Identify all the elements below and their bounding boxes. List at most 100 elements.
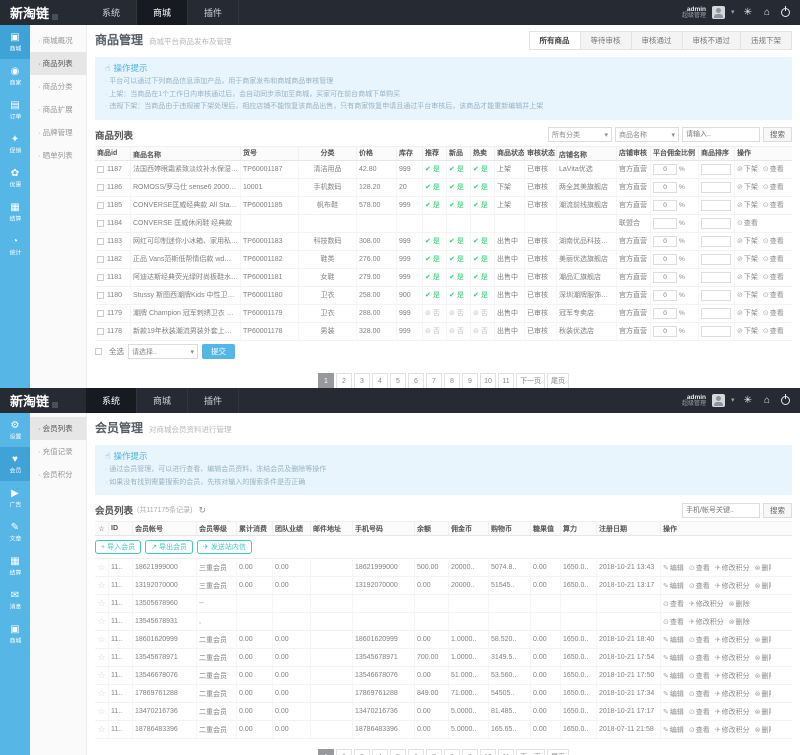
row-checkbox[interactable] <box>97 219 104 227</box>
off-shelf-link[interactable]: 下架 <box>737 326 758 336</box>
hot-flag[interactable]: 否 <box>473 326 488 336</box>
off-shelf-link[interactable]: 下架 <box>737 272 758 282</box>
sidebar-item[interactable]: 品牌管理 <box>30 121 86 144</box>
new-flag[interactable]: 是 <box>449 254 464 264</box>
sidebar-item[interactable]: 会员积分 <box>30 463 86 486</box>
row-checkbox[interactable] <box>97 201 104 209</box>
sidebar-module[interactable]: ◔ 统计 <box>0 229 30 263</box>
page-button[interactable]: 6 <box>408 372 424 388</box>
view-link[interactable]: 查看 <box>737 218 758 228</box>
sidebar-module[interactable]: ▣ 商城 <box>0 25 30 59</box>
sidebar-module[interactable]: ▦ 结算 <box>0 195 30 229</box>
view-link[interactable]: 查看 <box>763 326 784 336</box>
sidebar-module[interactable]: ✦ 促销 <box>0 127 30 161</box>
recommend-flag[interactable]: 是 <box>425 290 440 300</box>
sidebar-item[interactable]: 会员列表 <box>30 417 86 440</box>
off-shelf-link[interactable]: 下架 <box>737 254 758 264</box>
toolbar-button[interactable]: ↗ 导出会员 <box>145 540 193 555</box>
sidebar-module[interactable]: ▤ 订单 <box>0 93 30 127</box>
page-button[interactable]: 10 <box>480 749 496 755</box>
top-nav-item[interactable]: 系统 <box>86 0 138 25</box>
new-flag[interactable]: 是 <box>449 200 464 210</box>
tab[interactable]: 所有商品 <box>528 31 581 50</box>
clear-cache-icon[interactable]: ✳ <box>743 394 752 406</box>
sidebar-module[interactable]: ▦ 结算 <box>0 549 30 583</box>
hot-flag[interactable]: 是 <box>473 272 488 282</box>
commission-input[interactable] <box>653 235 677 247</box>
recommend-flag[interactable]: 是 <box>425 182 440 192</box>
view-link[interactable]: 查看 <box>763 272 784 282</box>
update-points-link[interactable]: 修改积分 <box>715 653 750 663</box>
new-flag[interactable]: 是 <box>449 164 464 174</box>
top-nav-item[interactable]: 系统 <box>86 388 138 413</box>
recommend-flag[interactable]: 是 <box>425 164 440 174</box>
hot-flag[interactable]: 是 <box>473 236 488 246</box>
new-flag[interactable]: 否 <box>449 308 464 318</box>
page-button[interactable]: 5 <box>390 749 406 755</box>
delete-link[interactable]: 删除 <box>755 689 772 699</box>
sidebar-module[interactable]: ◉ 商家 <box>0 59 30 93</box>
row-checkbox[interactable] <box>97 183 104 191</box>
hot-flag[interactable]: 否 <box>473 308 488 318</box>
delete-link[interactable]: 删除 <box>755 581 772 591</box>
select-all-checkbox[interactable] <box>95 348 102 356</box>
sort-input[interactable] <box>701 181 731 193</box>
cell-product-name[interactable]: 正品 Vans范斯低帮情侣款 wd经典小白鞋… <box>131 250 241 268</box>
page-button[interactable]: 下一页 <box>516 749 545 755</box>
new-flag[interactable]: 是 <box>449 272 464 282</box>
page-button[interactable]: 11 <box>498 372 514 388</box>
star-icon[interactable]: ☆ <box>97 580 106 591</box>
view-link[interactable]: 查看 <box>763 200 784 210</box>
edit-link[interactable]: 编辑 <box>663 707 684 717</box>
admin-info[interactable]: admin 超级管理 <box>682 6 706 20</box>
recommend-flag[interactable]: 是 <box>425 200 440 210</box>
update-points-link[interactable]: 修改积分 <box>715 563 750 573</box>
delete-link[interactable]: 删除 <box>729 599 750 609</box>
toolbar-button[interactable]: ✈ 发送站内信 <box>196 540 252 555</box>
view-link[interactable]: 查看 <box>663 599 684 609</box>
chevron-down-icon[interactable]: ▾ <box>731 397 735 405</box>
view-link[interactable]: 查看 <box>763 254 784 264</box>
top-nav-item[interactable]: 商城 <box>137 0 189 25</box>
edit-link[interactable]: 编辑 <box>663 635 684 645</box>
tab[interactable]: 违规下架 <box>740 31 792 50</box>
new-flag[interactable]: 是 <box>449 290 464 300</box>
star-icon[interactable]: ☆ <box>97 670 106 681</box>
update-points-link[interactable]: 修改积分 <box>689 617 724 627</box>
search-button[interactable]: 搜索 <box>763 127 792 143</box>
view-link[interactable]: 查看 <box>763 182 784 192</box>
delete-link[interactable]: 删除 <box>729 617 750 627</box>
page-button[interactable]: 2 <box>336 749 352 755</box>
clear-cache-icon[interactable]: ✳ <box>743 6 752 18</box>
update-points-link[interactable]: 修改积分 <box>715 689 750 699</box>
new-flag[interactable]: 是 <box>449 236 464 246</box>
commission-input[interactable] <box>653 199 677 211</box>
search-button[interactable]: 搜索 <box>763 502 792 518</box>
cell-product-name[interactable]: CONVERSE 匡威休闲鞋 经典款 <box>131 214 241 232</box>
update-points-link[interactable]: 修改积分 <box>689 599 724 609</box>
row-checkbox[interactable] <box>97 327 104 335</box>
page-button[interactable]: 3 <box>354 749 370 755</box>
page-button[interactable]: 7 <box>426 372 442 388</box>
bulk-action-select[interactable]: 请选择.. ▾ <box>128 344 198 360</box>
search-input[interactable] <box>682 502 760 518</box>
sidebar-item[interactable]: 商品分类 <box>30 75 86 98</box>
tab[interactable]: 审核通过 <box>630 31 683 50</box>
view-link[interactable]: 查看 <box>763 308 784 318</box>
field-select[interactable]: 商品名称 ▾ <box>615 127 679 143</box>
hot-flag[interactable]: 是 <box>473 164 488 174</box>
delete-link[interactable]: 删除 <box>755 563 772 573</box>
sort-input[interactable] <box>701 271 731 283</box>
star-icon[interactable]: ☆ <box>97 616 106 627</box>
cell-product-name[interactable]: ROMOSS/罗马仕 sense6 20000M毫安充电宝… <box>131 178 241 196</box>
page-button[interactable]: 1 <box>318 372 334 388</box>
sidebar-module[interactable]: ✉ 消息 <box>0 583 30 617</box>
edit-link[interactable]: 编辑 <box>663 653 684 663</box>
sort-input[interactable] <box>701 217 731 229</box>
cell-product-name[interactable]: 法国西婷眼霜紧致淡纹补水保湿上新山茶… <box>131 160 241 178</box>
toolbar-button[interactable]: + 导入会员 <box>95 540 142 555</box>
page-button[interactable]: 8 <box>444 372 460 388</box>
row-checkbox[interactable] <box>97 309 104 317</box>
delete-link[interactable]: 删除 <box>755 671 772 681</box>
search-input[interactable] <box>682 127 760 143</box>
